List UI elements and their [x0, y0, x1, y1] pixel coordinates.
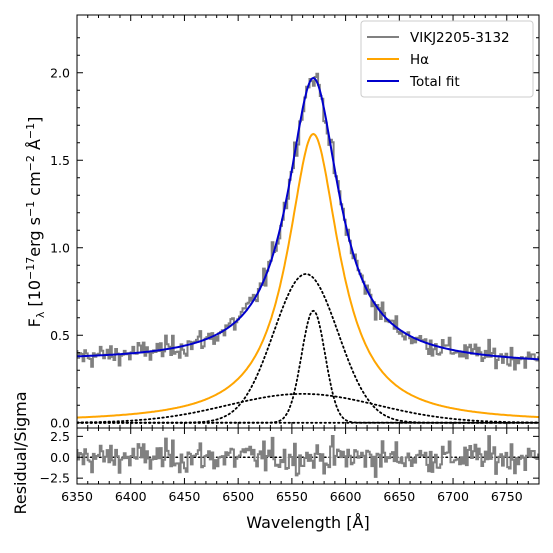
spectrum-ticks: 0.0 0.5 1.0 1.5 2.0: [50, 15, 539, 430]
x-tick-labels: 6350 6400 6450 6500 6550 6600 6650 6700 6750: [61, 489, 523, 504]
y-tick-label: 0.0: [50, 415, 70, 430]
y-tick-label: 1.5: [50, 153, 70, 168]
x-tick-label: 6500: [222, 489, 254, 504]
legend: VIKJ2205-3132 Hα Total fit: [360, 20, 534, 98]
residual-y-tick-label: 0.0: [50, 450, 70, 465]
x-tick-label: 6550: [276, 489, 308, 504]
residual-frame: [76, 427, 540, 485]
x-tick-label: 6450: [169, 489, 201, 504]
y-tick-label: 0.5: [50, 328, 70, 343]
spectrum-y-axis-label: Fλ [10−17erg s−1 cm−2 Å−1]: [24, 117, 47, 328]
total-fit-line: [77, 76, 539, 361]
spectrum-panel: 0.0 0.5 1.0 1.5 2.0 Fλ [10−17erg s−1 cm−2 Å−…: [24, 14, 540, 430]
residual-ticks: −2.50.02.5: [40, 15, 539, 486]
x-axis-label: Wavelength [Å]: [246, 513, 369, 532]
spectrum-plot-area: [77, 72, 539, 424]
residual-panel: −2.50.02.5 Residual/Sigma: [11, 15, 540, 515]
residual-y-tick-label: 2.5: [50, 429, 70, 444]
x-tick-label: 6400: [115, 489, 147, 504]
y-tick-label: 1.0: [50, 240, 70, 255]
component-3-dotted-line: [77, 393, 539, 424]
x-tick-label: 6350: [61, 489, 93, 504]
x-tick-label: 6750: [491, 489, 523, 504]
legend-label-3: Total fit: [409, 74, 460, 90]
legend-label-2: Hα: [410, 52, 429, 68]
residual-data-line: [77, 435, 539, 478]
residual-y-tick-label: −2.5: [40, 471, 70, 486]
x-tick-label: 6700: [437, 489, 469, 504]
x-tick-label: 6600: [330, 489, 362, 504]
legend-box: [360, 20, 534, 98]
spectrum-data-line: [77, 72, 539, 371]
legend-label-1: VIKJ2205-3132: [410, 30, 510, 46]
x-tick-label: 6650: [383, 489, 415, 504]
halpha-fit-line: [77, 132, 539, 419]
residual-plot-area: [77, 435, 539, 478]
component-2-dotted-line: [77, 309, 539, 424]
y-tick-label: 2.0: [50, 65, 70, 80]
residual-y-axis-label: Residual/Sigma: [11, 391, 30, 514]
